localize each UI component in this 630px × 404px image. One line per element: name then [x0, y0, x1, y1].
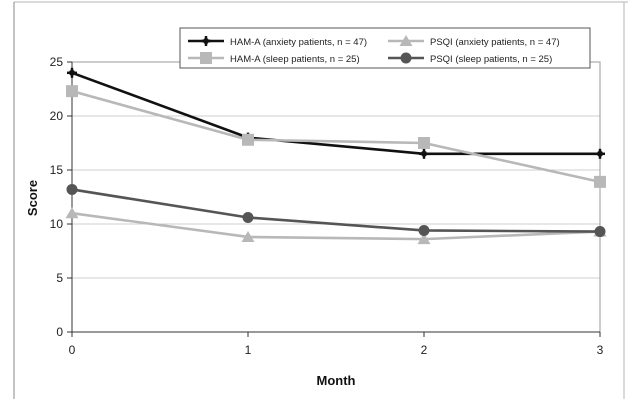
y-tick-label: 5 [56, 271, 63, 285]
series-line [71, 71, 600, 156]
legend-swatch-marker [200, 52, 212, 64]
data-point [242, 133, 254, 146]
series-line [71, 188, 601, 233]
data-point [594, 175, 606, 188]
legend-label: HAM-A (anxiety patients, n = 47) [230, 37, 367, 48]
series-2 [65, 207, 607, 245]
legend: HAM-A (anxiety patients, n = 47) PSQI (an… [179, 27, 591, 69]
series-line [71, 89, 601, 184]
legend-swatch-marker [400, 52, 412, 64]
legend-item: HAM-A (sleep patients, n = 25) [188, 52, 360, 65]
y-tick-label: 25 [50, 55, 64, 69]
data-point [419, 148, 429, 159]
legend-swatch-marker [201, 36, 211, 46]
series-4 [66, 183, 606, 238]
data-point [66, 85, 78, 98]
legend-item: PSQI (anxiety patients, n = 47) [388, 35, 560, 48]
x-tick-label: 0 [69, 343, 76, 357]
data-point [418, 224, 430, 236]
axes: 0 5 10 15 20 25 0 1 2 3 [50, 55, 604, 357]
x-axis-label: Month [317, 373, 356, 388]
data-point [242, 212, 254, 224]
legend-label: PSQI (sleep patients, n = 25) [430, 54, 552, 65]
x-tick-label: 3 [597, 343, 604, 357]
y-tick-label: 10 [50, 217, 64, 231]
series-3 [66, 85, 606, 188]
legend-swatch-marker [399, 35, 413, 46]
legend-item: HAM-A (anxiety patients, n = 47) [188, 36, 367, 48]
legend-label: HAM-A (sleep patients, n = 25) [230, 54, 360, 65]
legend-label: PSQI (anxiety patients, n = 47) [430, 37, 560, 48]
series [65, 67, 607, 245]
series-line [71, 211, 601, 241]
y-tick-label: 0 [56, 325, 63, 339]
data-point [418, 137, 430, 149]
y-axis-label: Score [25, 180, 40, 216]
y-tick-label: 20 [50, 109, 64, 123]
gridlines [72, 61, 600, 279]
data-point [65, 207, 79, 219]
legend-item: PSQI (sleep patients, n = 25) [388, 52, 552, 65]
x-tick-label: 1 [245, 343, 252, 357]
legend-box [179, 27, 591, 69]
y-tick-label: 15 [50, 163, 64, 177]
data-point [595, 148, 605, 159]
data-point [594, 226, 606, 238]
data-point [67, 67, 77, 78]
data-point [241, 230, 255, 242]
data-point [417, 233, 431, 245]
x-tick-label: 2 [421, 343, 428, 357]
data-point [66, 183, 78, 195]
